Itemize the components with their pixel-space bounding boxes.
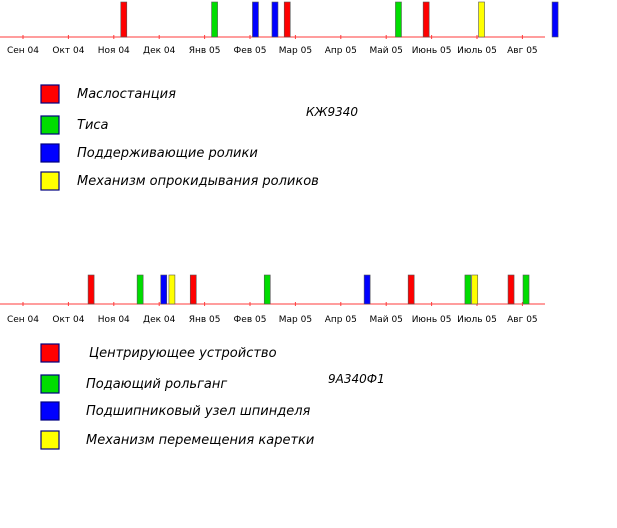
legend-swatch	[40, 374, 60, 394]
event-bar	[471, 274, 479, 305]
legend-swatch	[40, 171, 60, 191]
event-bar	[160, 274, 168, 305]
event-bar	[395, 1, 402, 38]
event-bar	[551, 1, 559, 38]
event-bar	[252, 1, 259, 38]
event-bar	[263, 274, 271, 305]
tick-label: Ноя 04	[98, 315, 130, 325]
legend-label: Подшипниковый узел шпинделя	[86, 404, 311, 419]
event-bar	[87, 274, 95, 305]
legend-label: Центрирующее устройство	[89, 346, 277, 361]
equipment-code: 9А340Ф1	[328, 372, 385, 386]
legend-swatch	[40, 115, 60, 135]
tick-label: Окт 04	[52, 315, 84, 325]
legend-swatch	[40, 84, 60, 104]
legend-swatch	[40, 430, 60, 450]
tick-label: Фев 05	[234, 315, 267, 325]
timeline-chart-1: Сен 04 Окт 04 Ноя 04 Дек 04 Янв 05 Фев 05 Мар …	[0, 1, 559, 191]
event-bar	[189, 274, 197, 305]
event-bar	[363, 274, 371, 305]
legend-item: Поддерживающие ролики	[40, 143, 258, 163]
tick-label: Июль 05	[457, 315, 497, 325]
legend-label: Поддерживающие ролики	[77, 146, 258, 161]
equipment-code: КЖ9340	[306, 105, 358, 119]
tick-label: Янв 05	[189, 46, 221, 56]
tick-label: Авг 05	[507, 46, 538, 56]
tick-label: Дек 04	[143, 315, 176, 325]
legend-item: Подшипниковый узел шпинделя	[40, 401, 311, 421]
tick-label: Июль 05	[457, 46, 497, 56]
legend-swatch	[40, 343, 60, 363]
legend: Центрирующее устройство Подающий рольган…	[40, 343, 314, 450]
tick-label: Фев 05	[234, 46, 267, 56]
legend-item: Тиса	[40, 115, 109, 135]
tick-label: Сен 04	[7, 315, 39, 325]
legend-item: Маслостанция	[40, 84, 176, 104]
event-bar	[478, 1, 485, 38]
legend: Маслостанция Тиса Поддерживающие ролики …	[40, 84, 319, 191]
event-bar	[464, 274, 472, 305]
legend-item: Подающий рольганг	[40, 374, 227, 394]
tick-label: Дек 04	[143, 46, 176, 56]
event-bar-group	[120, 1, 559, 38]
tick-label: Апр 05	[325, 46, 357, 56]
legend-label: Подающий рольганг	[86, 377, 227, 392]
event-bar	[136, 274, 144, 305]
tick-label: Июнь 05	[412, 315, 452, 325]
timeline-chart-2: Сен 04 Окт 04 Ноя 04 Дек 04 Янв 05 Фев 05 Мар …	[0, 274, 545, 450]
tick-label: Май 05	[369, 46, 402, 56]
tick-label-group: Сен 04 Окт 04 Ноя 04 Дек 04 Янв 05 Фев 05 Мар …	[7, 35, 538, 56]
legend-label: Тиса	[77, 118, 109, 133]
event-bar	[407, 274, 415, 305]
tick-label: Окт 04	[52, 46, 84, 56]
event-bar	[422, 1, 430, 38]
legend-label: Маслостанция	[77, 87, 176, 102]
tick-label: Июнь 05	[412, 46, 452, 56]
tick-label: Апр 05	[325, 315, 357, 325]
event-bar	[507, 274, 515, 305]
legend-item: Центрирующее устройство	[40, 343, 277, 363]
event-bar	[120, 1, 128, 38]
event-bar	[283, 1, 291, 38]
legend-swatch	[40, 143, 60, 163]
tick-label: Мар 05	[279, 46, 312, 56]
legend-item: Механизм перемещения каретки	[40, 430, 314, 450]
event-bar-group	[87, 274, 530, 305]
tick-label: Янв 05	[189, 315, 221, 325]
tick-label: Авг 05	[507, 315, 538, 325]
tick-label-group: Сен 04 Окт 04 Ноя 04 Дек 04 Янв 05 Фев 05 Мар …	[7, 302, 538, 325]
tick-label: Мар 05	[279, 315, 312, 325]
legend-label: Механизм опрокидывания роликов	[77, 174, 319, 189]
event-bar	[168, 274, 176, 305]
tick-label: Ноя 04	[98, 46, 130, 56]
legend-swatch	[40, 401, 60, 421]
event-bar	[522, 274, 530, 305]
event-bar	[211, 1, 218, 38]
tick-label: Сен 04	[7, 46, 39, 56]
legend-item: Механизм опрокидывания роликов	[40, 171, 319, 191]
event-bar	[271, 1, 279, 38]
legend-label: Механизм перемещения каретки	[86, 433, 314, 448]
tick-label: Май 05	[369, 315, 402, 325]
